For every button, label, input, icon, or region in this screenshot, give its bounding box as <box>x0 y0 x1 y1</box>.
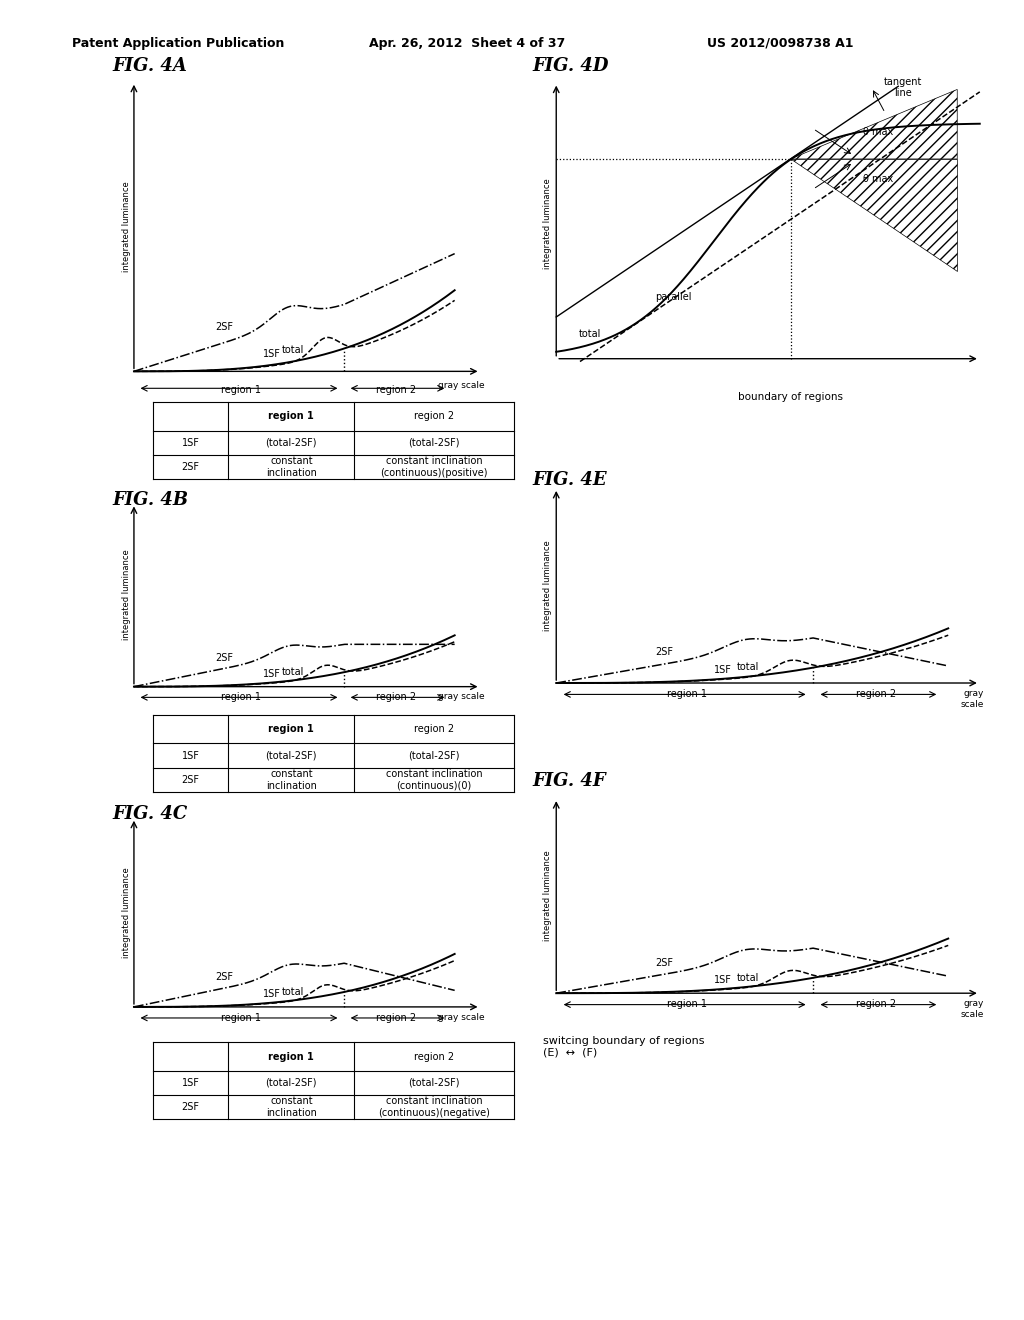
Text: 1SF: 1SF <box>714 975 732 985</box>
Text: (total-2SF): (total-2SF) <box>265 438 317 447</box>
Text: FIG. 4E: FIG. 4E <box>532 471 607 490</box>
Text: θ max: θ max <box>862 174 893 185</box>
Text: total: total <box>282 987 304 997</box>
Text: FIG. 4C: FIG. 4C <box>113 805 187 824</box>
Text: region 1: region 1 <box>221 385 261 396</box>
Text: 2SF: 2SF <box>215 972 233 982</box>
Text: region 1: region 1 <box>667 999 707 1010</box>
Text: region 1: region 1 <box>268 412 314 421</box>
Text: 2SF: 2SF <box>181 775 200 785</box>
Text: region 2: region 2 <box>376 1012 416 1023</box>
Text: gray scale: gray scale <box>437 380 484 389</box>
Text: 1SF: 1SF <box>263 669 281 680</box>
Text: 2SF: 2SF <box>181 1102 200 1113</box>
Text: region 2: region 2 <box>856 999 896 1010</box>
Text: constant inclination
(continuous)(negative): constant inclination (continuous)(negati… <box>378 1097 490 1118</box>
Text: parallel: parallel <box>655 293 692 302</box>
Text: boundary of regions: boundary of regions <box>738 392 843 403</box>
Text: integrated luminance: integrated luminance <box>122 867 131 958</box>
Text: total: total <box>282 667 304 677</box>
Text: 2SF: 2SF <box>655 647 674 657</box>
Text: total: total <box>282 345 304 355</box>
Text: constant inclination
(continuous)(0): constant inclination (continuous)(0) <box>386 770 482 791</box>
Text: FIG. 4D: FIG. 4D <box>532 57 609 75</box>
Text: constant inclination
(continuous)(positive): constant inclination (continuous)(positi… <box>380 457 487 478</box>
Text: total: total <box>736 973 759 982</box>
Text: region 2: region 2 <box>856 689 896 700</box>
Text: θ max: θ max <box>862 127 893 137</box>
Text: 1SF: 1SF <box>181 438 200 447</box>
Text: integrated luminance: integrated luminance <box>543 178 552 269</box>
Text: (total-2SF): (total-2SF) <box>409 751 460 760</box>
Text: 1SF: 1SF <box>263 348 281 359</box>
Text: integrated luminance: integrated luminance <box>122 181 131 272</box>
Text: gray scale: gray scale <box>437 1012 484 1022</box>
Text: total: total <box>736 663 759 672</box>
Text: Patent Application Publication: Patent Application Publication <box>72 37 284 50</box>
Text: US 2012/0098738 A1: US 2012/0098738 A1 <box>707 37 853 50</box>
Text: total: total <box>579 330 601 339</box>
Text: 2SF: 2SF <box>181 462 200 473</box>
Text: FIG. 4B: FIG. 4B <box>113 491 188 510</box>
Text: region 1: region 1 <box>221 692 261 702</box>
Text: region 2: region 2 <box>376 692 416 702</box>
Text: 1SF: 1SF <box>263 989 281 999</box>
Text: region 2: region 2 <box>414 412 454 421</box>
Text: region 1: region 1 <box>667 689 707 700</box>
Text: gray scale: gray scale <box>437 693 484 701</box>
Text: 1SF: 1SF <box>714 665 732 675</box>
Text: integrated luminance: integrated luminance <box>543 850 552 941</box>
Text: 2SF: 2SF <box>215 322 233 333</box>
Text: region 2: region 2 <box>414 1052 454 1061</box>
Text: gray
scale: gray scale <box>961 689 984 709</box>
Text: Apr. 26, 2012  Sheet 4 of 37: Apr. 26, 2012 Sheet 4 of 37 <box>369 37 565 50</box>
Text: constant
inclination: constant inclination <box>266 457 316 478</box>
Text: (total-2SF): (total-2SF) <box>265 1078 317 1088</box>
Text: region 1: region 1 <box>221 1012 261 1023</box>
Text: (total-2SF): (total-2SF) <box>409 1078 460 1088</box>
Text: (total-2SF): (total-2SF) <box>265 751 317 760</box>
Text: constant
inclination: constant inclination <box>266 770 316 791</box>
Text: FIG. 4F: FIG. 4F <box>532 772 606 791</box>
Text: constant
inclination: constant inclination <box>266 1097 316 1118</box>
Text: integrated luminance: integrated luminance <box>122 549 131 640</box>
Text: FIG. 4A: FIG. 4A <box>113 57 187 75</box>
Text: 2SF: 2SF <box>655 957 674 968</box>
Text: region 1: region 1 <box>268 725 314 734</box>
Text: tangent
line: tangent line <box>884 77 923 98</box>
Text: 1SF: 1SF <box>181 751 200 760</box>
Text: 2SF: 2SF <box>215 652 233 663</box>
Text: region 2: region 2 <box>414 725 454 734</box>
Text: switcing boundary of regions
(E)  ↔  (F): switcing boundary of regions (E) ↔ (F) <box>543 1036 705 1057</box>
Text: region 1: region 1 <box>268 1052 314 1061</box>
Text: gray
scale: gray scale <box>961 999 984 1019</box>
Text: region 2: region 2 <box>376 385 416 396</box>
Text: 1SF: 1SF <box>181 1078 200 1088</box>
Text: integrated luminance: integrated luminance <box>543 540 552 631</box>
Text: (total-2SF): (total-2SF) <box>409 438 460 447</box>
